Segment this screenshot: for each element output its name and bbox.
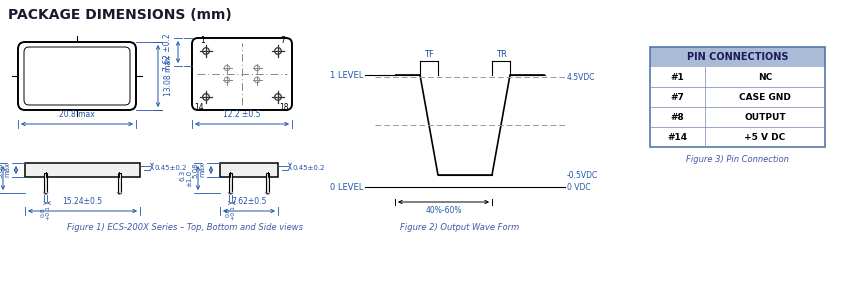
- Text: -0.5VDC: -0.5VDC: [567, 171, 598, 179]
- Bar: [650, 47, 825, 147]
- Bar: [650, 47, 825, 67]
- Text: #8: #8: [670, 112, 684, 122]
- Text: 0 LEVEL: 0 LEVEL: [330, 183, 363, 191]
- Text: 0.45±0.2: 0.45±0.2: [292, 165, 325, 171]
- Text: 18: 18: [279, 103, 288, 112]
- Text: 14: 14: [194, 103, 204, 112]
- Text: 0 VDC: 0 VDC: [567, 183, 591, 191]
- Text: PACKAGE DIMENSIONS (mm): PACKAGE DIMENSIONS (mm): [8, 8, 232, 22]
- Text: 1 LEVEL: 1 LEVEL: [330, 71, 363, 79]
- Text: NC: NC: [758, 73, 772, 81]
- Text: 0.8
+0.1: 0.8 +0.1: [226, 205, 235, 220]
- Bar: [25, 163, 140, 177]
- Text: 13.08 max: 13.08 max: [164, 56, 173, 96]
- Text: 7.62 ±0.2: 7.62 ±0.2: [163, 33, 172, 71]
- Bar: [266, 173, 269, 193]
- Text: 12.2 ±0.5: 12.2 ±0.5: [223, 110, 261, 119]
- Text: Figure 3) Pin Connection: Figure 3) Pin Connection: [686, 155, 789, 164]
- Text: 40%-60%: 40%-60%: [425, 206, 462, 215]
- Text: Figure 2) Output Wave Form: Figure 2) Output Wave Form: [400, 223, 520, 232]
- Text: CASE GND: CASE GND: [739, 93, 791, 101]
- Text: 20.8 max: 20.8 max: [59, 110, 95, 119]
- Text: 5.08
max: 5.08 max: [192, 162, 205, 178]
- Bar: [117, 173, 121, 193]
- Text: #14: #14: [668, 132, 687, 142]
- Text: 6.3
±1.0: 6.3 ±1.0: [179, 169, 192, 186]
- Text: PIN CONNECTIONS: PIN CONNECTIONS: [687, 52, 788, 62]
- Text: TR: TR: [496, 50, 506, 59]
- Text: 15.24±0.5: 15.24±0.5: [62, 197, 103, 206]
- Bar: [44, 173, 47, 193]
- Text: OUTPUT: OUTPUT: [744, 112, 786, 122]
- Text: #1: #1: [670, 73, 684, 81]
- Text: 0.45±0.2: 0.45±0.2: [154, 165, 186, 171]
- Text: 1: 1: [200, 36, 205, 45]
- Text: TF: TF: [424, 50, 434, 59]
- Text: 0.8
+0.1: 0.8 +0.1: [41, 205, 50, 220]
- Text: 7.62±0.5: 7.62±0.5: [232, 197, 267, 206]
- Text: 4.5VDC: 4.5VDC: [567, 73, 595, 81]
- Text: 7: 7: [280, 36, 285, 45]
- Text: +5 V DC: +5 V DC: [745, 132, 786, 142]
- Text: #7: #7: [670, 93, 685, 101]
- Bar: [220, 163, 278, 177]
- Text: Figure 1) ECS-200X Series – Top, Bottom and Side views: Figure 1) ECS-200X Series – Top, Bottom …: [67, 223, 303, 232]
- Text: 5.08
max: 5.08 max: [0, 162, 10, 178]
- Bar: [228, 173, 233, 193]
